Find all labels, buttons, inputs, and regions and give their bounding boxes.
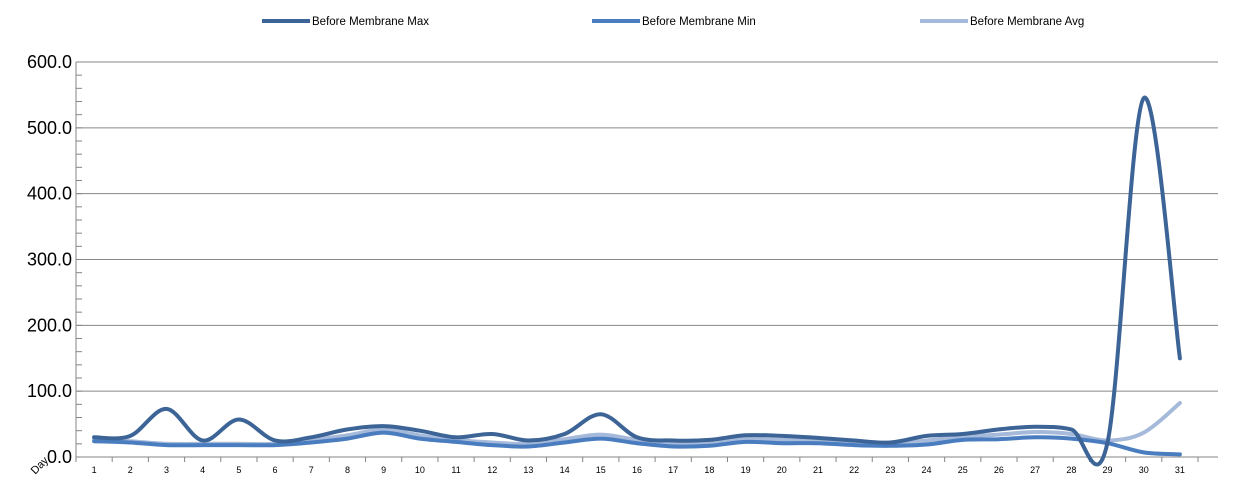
- x-tick-label: 16: [632, 465, 642, 475]
- x-tick-label: 1: [92, 465, 97, 475]
- x-tick-label: 30: [1139, 465, 1149, 475]
- x-tick-label: 20: [777, 465, 787, 475]
- axes: [75, 61, 1218, 462]
- x-tick-label: 18: [704, 465, 714, 475]
- x-tick-label: 28: [1066, 465, 1076, 475]
- x-tick-label: 13: [523, 465, 533, 475]
- x-tick-label: 11: [451, 465, 460, 475]
- x-tick-label: 8: [345, 465, 350, 475]
- x-tick-label: 6: [273, 465, 278, 475]
- x-tick-label: 15: [596, 465, 606, 475]
- x-tick-label: 3: [164, 465, 169, 475]
- x-tick-label: 10: [415, 465, 425, 475]
- x-tick-label: 26: [994, 465, 1004, 475]
- y-tick-label: 600.0: [27, 52, 72, 72]
- x-tick-label: 17: [668, 465, 678, 475]
- x-tick-label: 25: [958, 465, 968, 475]
- x-tick-label: 5: [236, 465, 241, 475]
- x-tick-label: 24: [922, 465, 932, 475]
- y-tick-label: 0.0: [47, 447, 72, 467]
- x-tick-label: 22: [849, 465, 859, 475]
- x-tick-label: 27: [1030, 465, 1040, 475]
- legend-item: Before Membrane Max: [262, 16, 429, 28]
- legend: Before Membrane Max Before Membrane Min Be…: [262, 16, 1084, 28]
- series-lines: [92, 96, 1182, 467]
- x-tick-label: 21: [813, 465, 823, 475]
- x-tick-label: 23: [885, 465, 895, 475]
- legend-label: Before Membrane Max: [312, 16, 429, 28]
- series-line-2: [92, 430, 1182, 457]
- y-tick-label: 200.0: [27, 315, 72, 335]
- x-tick-label: 19: [741, 465, 751, 475]
- series-line-1: [92, 96, 1182, 467]
- x-tick-label: 14: [560, 465, 570, 475]
- y-tick-label: 500.0: [27, 118, 72, 138]
- y-tick-label: 100.0: [27, 381, 72, 401]
- x-tick-label: 9: [381, 465, 386, 475]
- legend-label: Before Membrane Min: [642, 16, 756, 28]
- x-tick-label: 12: [487, 465, 497, 475]
- x-tick-label: 31: [1175, 465, 1185, 475]
- x-tick-label: 2: [128, 465, 133, 475]
- y-tick-label: 300.0: [27, 250, 72, 270]
- legend-label: Before Membrane Avg: [970, 16, 1084, 28]
- x-tick-label: 29: [1103, 465, 1113, 475]
- grid-lines: [76, 61, 1218, 392]
- x-tick-label: 4: [200, 465, 205, 475]
- y-tick-label: 400.0: [27, 184, 72, 204]
- legend-item: Before Membrane Min: [592, 16, 756, 28]
- legend-item: Before Membrane Avg: [920, 16, 1084, 28]
- x-tick-label: 7: [309, 465, 314, 475]
